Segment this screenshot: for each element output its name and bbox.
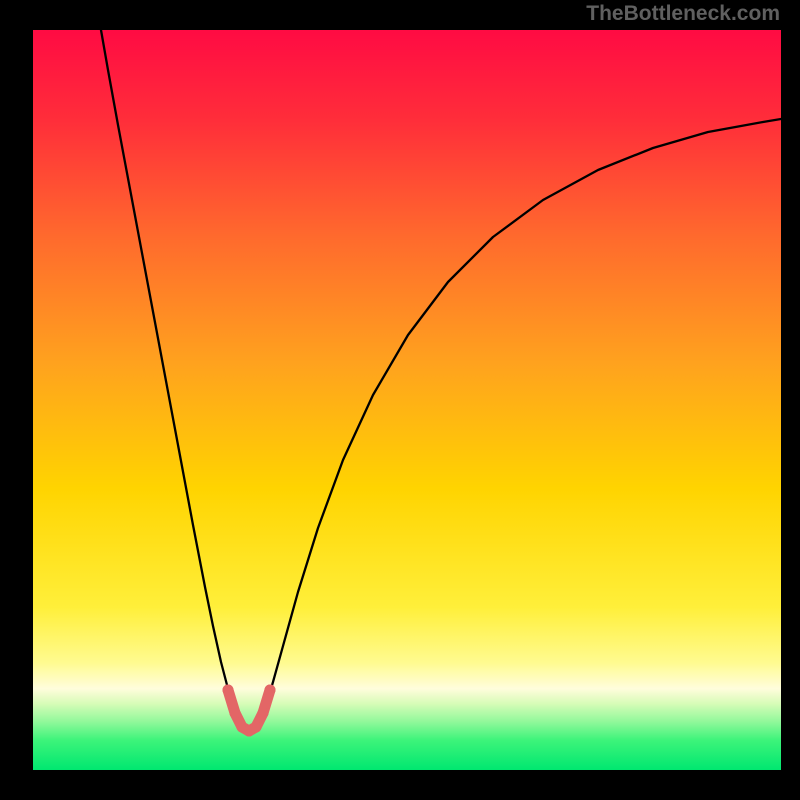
plot-area — [33, 30, 781, 770]
watermark-text: TheBottleneck.com — [586, 2, 780, 26]
curves-svg — [33, 30, 781, 770]
chart-container: TheBottleneck.com — [0, 0, 800, 800]
